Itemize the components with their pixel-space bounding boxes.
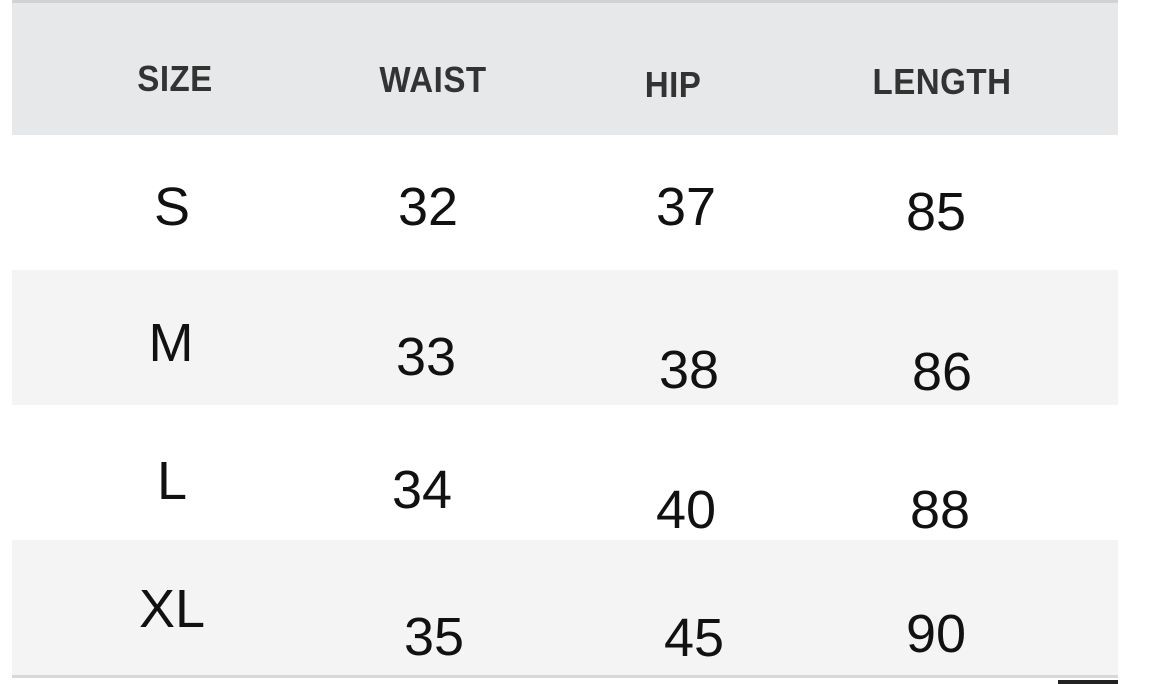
header-row [12,0,1118,135]
cell-hip: 40 [655,480,717,540]
cell-waist: 34 [391,460,453,520]
table-row [12,405,1118,540]
cell-hip: 38 [658,340,720,400]
bottom-edge-mark [1058,680,1118,684]
cell-size: M [148,313,194,373]
table-row [12,270,1118,405]
header-waist: WAIST [379,59,487,100]
cell-waist: 35 [403,607,465,667]
table-row [12,135,1118,270]
header-length: LENGTH [872,61,1012,102]
cell-waist: 33 [395,327,457,387]
cell-length: 86 [911,342,973,402]
header-size: SIZE [137,58,213,99]
cell-hip: 45 [663,608,725,668]
cell-size: XL [138,579,206,639]
header-hip: HIP [644,64,702,105]
cell-hip: 37 [655,177,717,237]
table-row [12,540,1118,678]
cell-waist: 32 [397,177,459,237]
cell-length: 85 [905,182,967,242]
cell-length: 90 [905,604,967,664]
cell-size: L [156,451,188,511]
cell-length: 88 [909,480,971,540]
cell-size: S [153,177,191,237]
